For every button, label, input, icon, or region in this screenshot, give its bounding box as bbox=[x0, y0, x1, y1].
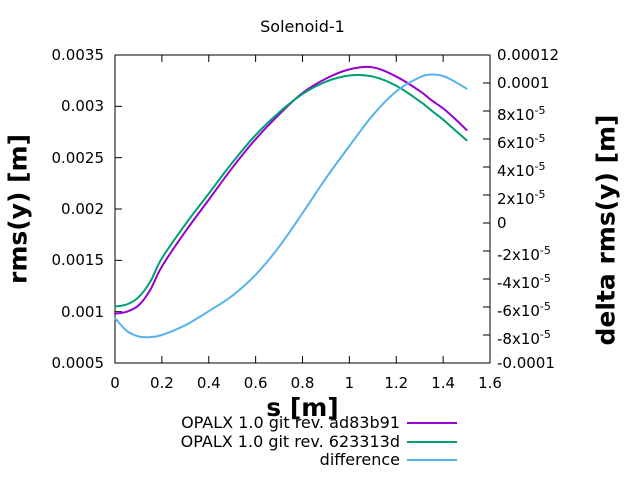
y2tick-label: -8x10-5 bbox=[497, 328, 551, 348]
ytick-label: 0.001 bbox=[61, 302, 104, 321]
legend-item-label: OPALX 1.0 git rev. 623313d bbox=[180, 431, 400, 451]
legend-line-swatch bbox=[407, 422, 457, 424]
y2tick-label: -6x10-5 bbox=[497, 300, 551, 320]
legend-item: OPALX 1.0 git rev. 623313d bbox=[100, 431, 480, 451]
y2tick-label: -0.0001 bbox=[497, 354, 555, 372]
y2tick-label: 0.00012 bbox=[497, 46, 560, 64]
legend-item: OPALX 1.0 git rev. ad83b91 bbox=[100, 414, 480, 432]
y2tick-label: 6x10-5 bbox=[497, 132, 546, 152]
xtick-label: 0 bbox=[110, 374, 120, 392]
y2tick-label: 0 bbox=[497, 214, 507, 232]
xtick-label: 0.4 bbox=[196, 374, 221, 392]
ytick-label: 0.003 bbox=[61, 97, 104, 116]
legend-line-swatch bbox=[407, 440, 457, 443]
ytick-label: 0.0035 bbox=[51, 46, 105, 64]
xtick-label: 0.8 bbox=[290, 374, 315, 392]
ytick-label: 0.0005 bbox=[51, 354, 105, 372]
xtick-label: 1 bbox=[344, 374, 355, 392]
xtick-label: 0.2 bbox=[149, 374, 174, 392]
ytick-label: 0.0015 bbox=[51, 251, 105, 270]
series-line-2 bbox=[114, 73, 468, 339]
ytick-label: 0.0025 bbox=[51, 148, 105, 167]
x-axis-label: s [m] bbox=[266, 393, 339, 422]
xtick-label: 1.4 bbox=[431, 374, 456, 392]
legend-item-label: difference bbox=[319, 450, 400, 469]
legend-line-swatch bbox=[407, 459, 457, 461]
legend-item: difference bbox=[100, 451, 480, 469]
xtick-label: 1.2 bbox=[384, 374, 409, 392]
xtick-label: 0.6 bbox=[243, 374, 268, 392]
legend-item-label: OPALX 1.0 git rev. ad83b91 bbox=[181, 413, 400, 432]
y2tick-label: 0.0001 bbox=[497, 74, 550, 92]
y2tick-label: -4x10-5 bbox=[497, 272, 551, 292]
y2tick-label: -2x10-5 bbox=[497, 244, 551, 264]
chart-title: Solenoid-1 bbox=[260, 17, 345, 36]
y2tick-label: 4x10-5 bbox=[497, 160, 546, 180]
ytick-label: 0.002 bbox=[61, 200, 104, 218]
xtick-label: 1.6 bbox=[478, 374, 502, 392]
y2tick-label: 2x10-5 bbox=[497, 188, 546, 208]
y2tick-label: 8x10-5 bbox=[497, 104, 546, 124]
series-line-1 bbox=[114, 74, 468, 308]
